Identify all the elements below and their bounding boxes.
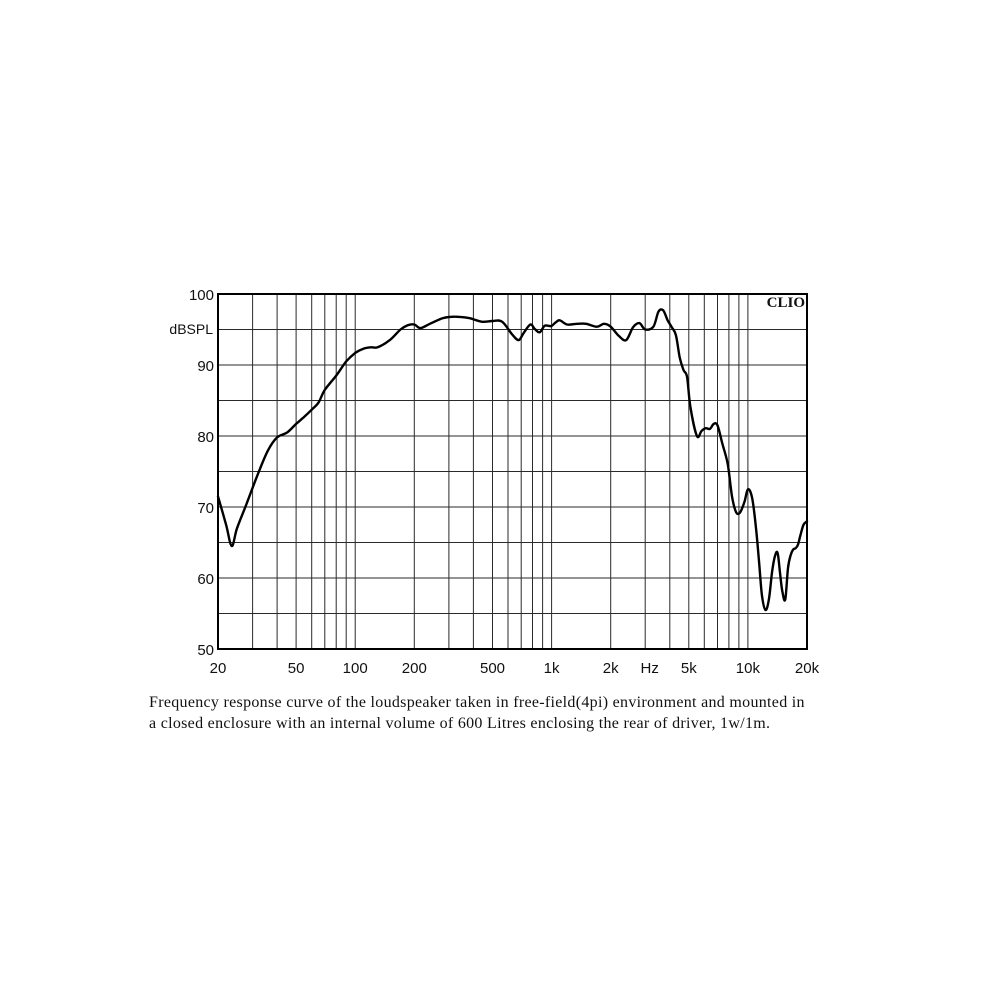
x-tick-label: 1k [544,660,560,677]
x-axis-ticks: 20 50 100 200 500 1k 2k 5k 10k 20k Hz [210,660,820,677]
y-tick-label: 90 [197,358,214,375]
x-tick-label: 2k [603,660,619,677]
y-tick-label: 70 [197,500,214,517]
grid-lines [218,294,807,649]
x-tick-label: 200 [402,660,427,677]
y-axis-label: dBSPL [169,321,213,337]
x-tick-label: 50 [288,660,305,677]
x-tick-label: 20k [795,660,820,677]
y-tick-label: 60 [197,571,214,588]
y-tick-label: 80 [197,429,214,446]
x-tick-label: 100 [343,660,368,677]
clio-brand-label: CLIO [767,295,805,311]
y-tick-label: 100 [189,287,214,304]
y-axis-ticks: 100 90 80 70 60 50 [189,287,214,659]
x-tick-label: 500 [480,660,505,677]
x-tick-label: 10k [736,660,761,677]
figure-caption: Frequency response curve of the loudspea… [149,692,909,734]
y-tick-label: 50 [197,642,214,659]
x-tick-label: 5k [681,660,697,677]
frequency-response-chart: 20 50 100 200 500 1k 2k 5k 10k 20k Hz 100 90 80 70 60 5… [169,287,820,677]
caption-line-1: Frequency response curve of the loudspea… [149,694,805,711]
series-line-response-curve [216,308,809,612]
x-axis-label: Hz [641,660,659,677]
caption-line-2: a closed enclosure with an internal volu… [149,715,771,732]
x-tick-label: 20 [210,660,227,677]
plot-frame [217,293,808,650]
